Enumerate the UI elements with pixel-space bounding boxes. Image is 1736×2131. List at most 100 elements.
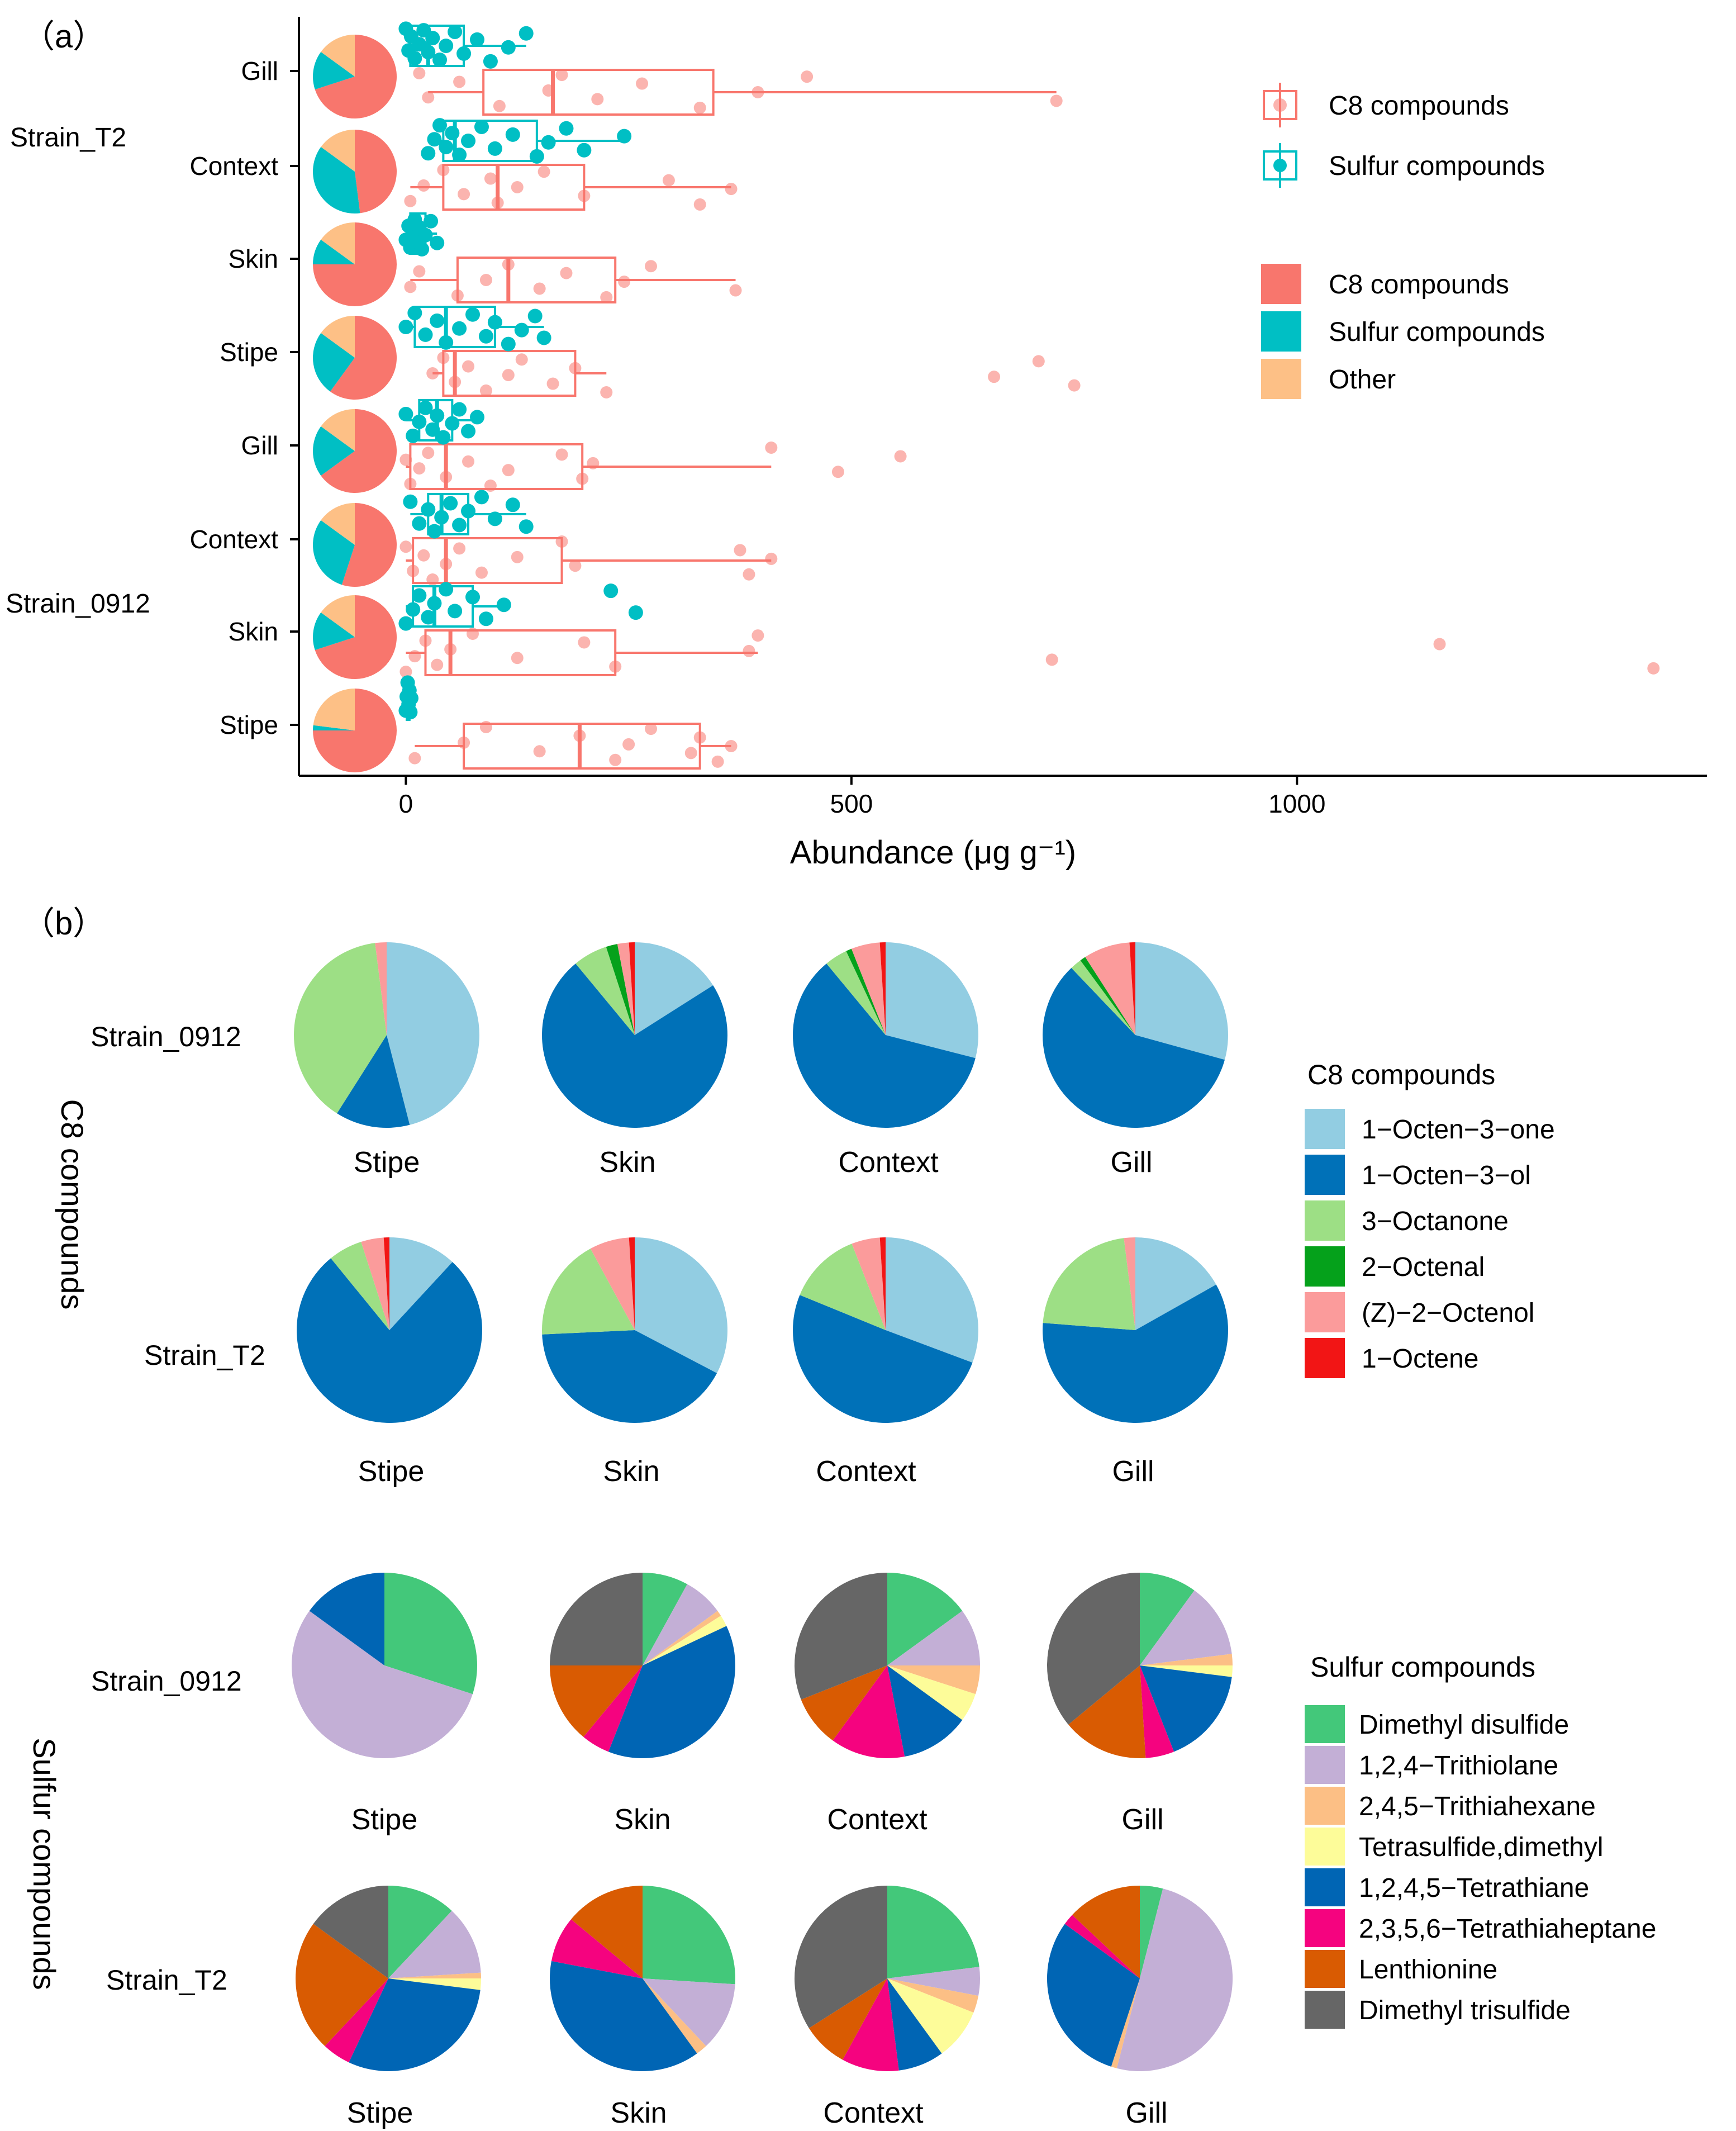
sulfur-point-skin-2-10 [430, 235, 445, 250]
sulfur-pie-caption-strain-0912-context: Context [827, 1803, 928, 1836]
section-label-sulfur: Sulfur compounds [27, 1738, 62, 1990]
c8-pie-caption-strain-0912-context: Context [838, 1146, 939, 1179]
sulfur-point-context-5-6 [452, 518, 467, 533]
legend-sulfur-swatch-dimethyl-disulfide [1305, 1705, 1345, 1743]
sulfur-pie-strain-0912-skin-slice-2 [643, 1611, 721, 1665]
c8-point-gill-4-10 [587, 457, 600, 469]
c8-point-context-5-10 [734, 544, 746, 557]
row-pie-gill-4-slice-1 [312, 426, 355, 476]
c8-row-strain-t2: Strain_T2 Stipe Skin Context Gill [144, 1237, 1228, 1488]
c8-point-skin-6-8 [609, 660, 622, 673]
legend-sulfur-swatch-1-2-4-5-tetrathiane [1305, 1868, 1345, 1906]
c8-point-skin-2-2 [451, 289, 464, 302]
row-label-skin-6: Skin [229, 617, 278, 646]
sulfur-pie-strain-t2-context-slice-2 [887, 1978, 979, 2013]
c8-point-gill-4-8 [555, 448, 568, 461]
legend-sulfur-item-2-3-5-6-tetrathiaheptane: 2,3,5,6−Tetrathiaheptane [1305, 1909, 1656, 1947]
sulfur-pie-strain-0912-gill-slice-0 [1140, 1573, 1195, 1665]
c8-pie-caption-strain-0912-skin: Skin [599, 1146, 655, 1179]
sulfur-pie-strain-t2-stipe-slice-7 [313, 1886, 388, 1978]
sulfur-pie-strain-0912-context-slice-7 [795, 1573, 887, 1700]
sulfur-point-context-5-0 [403, 494, 418, 509]
sulfur-point-gill-0-8 [432, 53, 447, 68]
row-pie-context-1-slice-0 [355, 130, 397, 213]
sulfur-pie-strain-0912-skin: Skin [550, 1573, 735, 1836]
sulfur-pie-caption-strain-t2-stipe: Stipe [347, 2097, 413, 2129]
sulfur-pie-strain-t2-stipe-slice-3 [388, 1978, 481, 1990]
sulfur-point-context-1-2 [432, 118, 447, 133]
sulfur-point-context-5-4 [434, 510, 449, 525]
legend-box-label-c8-compounds: C8 compounds [1329, 91, 1509, 121]
sulfur-point-skin-6-10 [603, 583, 619, 599]
row-pie-stipe-7-slice-1 [313, 725, 355, 730]
sulfur-pie-strain-t2-skin-slice-0 [643, 1886, 735, 1985]
c8-point-gill-4-7 [502, 464, 515, 477]
c8-pie-strain-0912-context-slice-5 [879, 942, 886, 1035]
sulfur-point-context-1-9 [505, 127, 520, 142]
c8-pie-strain-0912-context-slice-1 [792, 964, 976, 1128]
row-pie-skin-2-slice-2 [321, 222, 355, 264]
legend-sulfur-swatch-dimethyl-trisulfide [1305, 1991, 1345, 2029]
c8-point-gill-4-9 [576, 472, 589, 485]
legend-sulfur-item-1-2-4-trithiolane: 1,2,4−Trithiolane [1305, 1746, 1558, 1784]
legend-fill-swatch-sulfur-compounds [1261, 311, 1301, 352]
x-axis-title: Abundance (μg g⁻¹) [790, 834, 1076, 871]
c8-pie-strain-0912-context-slice-0 [886, 942, 978, 1059]
sulfur-box-group-stipe-3 [398, 305, 551, 352]
c8-pie-strain-t2-gill-slice-2 [1043, 1238, 1135, 1330]
sulfur-point-gill-0-13 [483, 54, 498, 69]
c8-pie-strain-t2-context: Context [792, 1237, 978, 1488]
c8-pie-strain-t2-context-slice-5 [879, 1237, 886, 1330]
sulfur-pie-strain-t2-skin-slice-5 [551, 1919, 643, 1978]
legend-sulfur-label-tetrasulfide-dimethyl: Tetrasulfide,dimethyl [1359, 1833, 1604, 1862]
sulfur-point-stipe-3-6 [465, 307, 481, 322]
sulfur-pie-strain-0912-context-slice-2 [887, 1665, 980, 1695]
c8-point-skin-2-6 [560, 267, 573, 279]
row-pie-stipe-7-slice-2 [313, 689, 355, 730]
sulfur-pie-strain-0912-gill-slice-5 [1140, 1665, 1174, 1758]
sulfur-pie-strain-0912-gill-slice-3 [1140, 1665, 1233, 1677]
c8-pie-caption-strain-t2-gill: Gill [1112, 1455, 1154, 1488]
sulfur-point-stipe-7-5 [403, 705, 418, 720]
sulfur-box-group-stipe-7 [398, 675, 418, 721]
sulfur-point-gill-4-6 [436, 430, 451, 445]
c8-pie-strain-0912-skin: Skin [542, 942, 727, 1179]
c8-pie-strain-t2-skin-slice-2 [542, 1249, 635, 1335]
sulfur-point-gill-0-15 [519, 26, 534, 41]
c8-box-group-gill-4 [399, 442, 907, 492]
c8-point-skin-6-5 [467, 628, 479, 640]
sulfur-pie-strain-t2-gill-slice-0 [1140, 1886, 1163, 1978]
sulfur-point-skin-6-2 [412, 588, 427, 603]
sulfur-point-skin-6-7 [465, 590, 481, 605]
legend-sulfur-label-dimethyl-disulfide: Dimethyl disulfide [1359, 1710, 1569, 1740]
c8-pie-strain-t2-stipe: Stipe [297, 1237, 483, 1488]
sulfur-pie-strain-0912-stipe-slice-4 [309, 1573, 384, 1665]
sulfur-pie-caption-strain-0912-gill: Gill [1121, 1803, 1163, 1836]
c8-point-stipe-7-4 [573, 729, 586, 742]
c8-pie-strain-0912-gill-slice-5 [1129, 942, 1135, 1035]
c8-pie-strain-t2-context-slice-4 [852, 1237, 886, 1330]
sulfur-pie-strain-t2-gill-slice-5 [1064, 1915, 1140, 1978]
c8-point-stipe-3-10 [988, 371, 1001, 383]
panel-label-b: （b） [22, 905, 105, 942]
row-pie-gill-0-slice-2 [321, 35, 355, 77]
c8-point-stipe-7-1 [458, 736, 470, 749]
legend-fill-label-other: Other [1329, 365, 1396, 395]
sulfur-point-gill-4-7 [445, 416, 460, 431]
sulfur-pie-strain-t2-stipe-slice-0 [388, 1886, 452, 1978]
sulfur-pie-strain-0912-context-slice-5 [833, 1665, 905, 1758]
legend-sulfur-item-tetrasulfide-dimethyl: Tetrasulfide,dimethyl [1305, 1828, 1604, 1866]
sulfur-point-context-1-8 [487, 141, 502, 156]
sulfur-pie-strain-0912-context-slice-1 [887, 1611, 980, 1665]
sulfur-point-stipe-3-1 [407, 305, 422, 320]
legend-sulfur-label-dimethyl-trisulfide: Dimethyl trisulfide [1359, 1996, 1571, 2025]
sulfur-point-context-5-11 [519, 519, 534, 534]
c8-point-stipe-7-11 [725, 740, 738, 752]
c8-point-skin-6-0 [399, 666, 412, 678]
c8-pie-strain-0912-context-slice-4 [851, 942, 886, 1035]
c8-pie-strain-0912-skin-slice-1 [542, 964, 727, 1128]
c8-point-gill-4-11 [765, 442, 778, 454]
sulfur-point-stipe-3-2 [418, 327, 433, 342]
legend-c8-item-1-octen-3-ol: 1−Octen−3−ol [1305, 1155, 1531, 1195]
c8-box-group-skin-2 [404, 257, 742, 303]
